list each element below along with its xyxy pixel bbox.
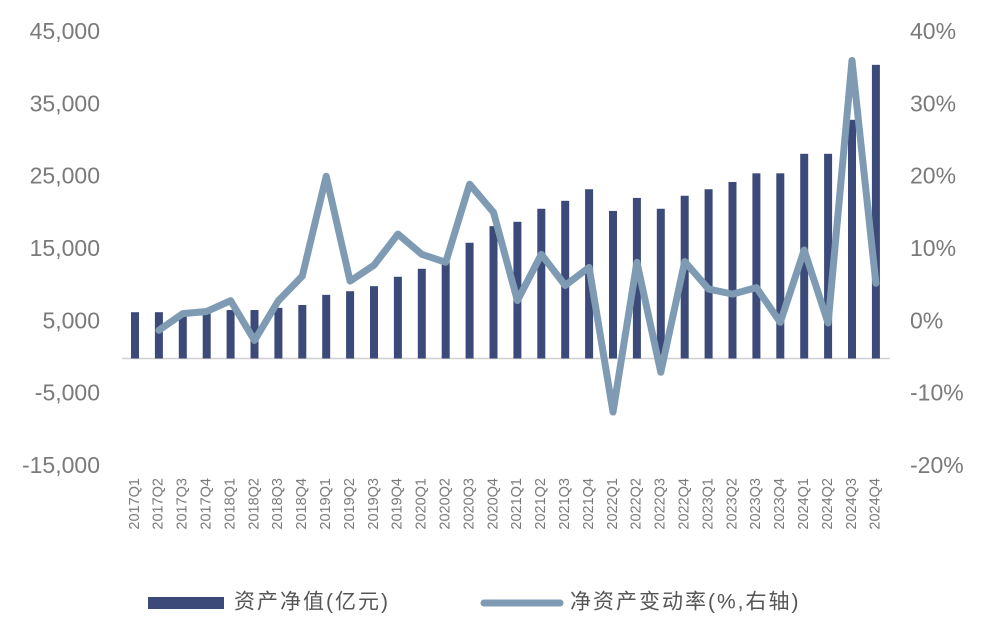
bar [704,189,713,359]
y-tick-label: 35,000 [30,90,100,116]
y-tick-label: 5,000 [42,307,100,333]
x-tick-label: 2022Q2 [629,478,645,530]
line [155,56,880,416]
y2-tick-label: -10% [910,380,964,406]
x-tick-label: 2021Q1 [509,478,525,530]
x-tick-label: 2020Q1 [414,478,430,530]
y2-tick-label: -20% [910,452,964,478]
bar [178,313,187,359]
x-tick-label: 2023Q1 [700,478,716,530]
bar [752,173,761,359]
legend-swatch [148,597,224,609]
bar [441,262,450,359]
y-tick-label: 15,000 [30,235,100,261]
x-tick-label: 2018Q1 [222,478,238,530]
bar [370,286,378,359]
x-tick-label: 2020Q4 [485,478,501,530]
y-tick-label: 45,000 [30,18,100,44]
x-tick-label: 2018Q4 [294,478,310,530]
x-tick-label: 2024Q2 [820,478,836,530]
bar [656,208,665,359]
x-tick-label: 2022Q4 [677,478,693,530]
y2-tick-label: 40% [910,18,956,44]
x-tick-label: 2021Q4 [581,478,597,530]
x-tick-label: 2019Q3 [366,478,382,530]
x-tick-label: 2019Q1 [318,478,334,530]
y2-tick-label: 20% [910,163,956,189]
bar [776,173,785,359]
y-tick-label: -5,000 [35,380,100,406]
x-tick-label: 2024Q1 [796,478,812,530]
x-tick-label: 2017Q2 [151,478,167,530]
x-tick-label: 2022Q1 [605,478,621,530]
bar [346,291,355,359]
legend-label: 净资产变动率(%,右轴) [570,591,801,614]
x-tick-label: 2024Q3 [844,478,860,530]
bar [131,312,139,359]
x-tick-label: 2020Q3 [461,478,477,530]
x-tick-label: 2021Q2 [533,478,549,530]
bar [465,242,474,359]
bar [489,226,498,359]
x-tick-label: 2017Q3 [175,478,191,530]
x-tick-label: 2021Q3 [557,478,573,530]
x-tick-label: 2017Q4 [199,478,215,530]
y-tick-label: 25,000 [30,163,100,189]
x-tick-label: 2024Q4 [868,478,884,530]
bar [298,304,307,359]
x-tick-label: 2023Q2 [724,478,740,530]
x-tick-label: 2019Q2 [342,478,358,530]
x-tick-label: 2023Q3 [748,478,764,530]
x-tick-label: 2022Q3 [653,478,669,530]
bar [728,182,737,359]
x-tick-label: 2023Q4 [772,478,788,530]
y2-tick-label: 10% [910,235,956,261]
bar [154,312,163,359]
y2-tick-label: 0% [910,307,943,333]
x-tick-label: 2018Q2 [246,478,262,530]
x-tick-label: 2017Q1 [127,478,143,530]
bar [848,119,856,359]
bar [824,153,833,359]
x-tick-label: 2019Q4 [390,478,406,530]
bar [322,294,331,359]
x-tick-label: 2020Q2 [438,478,454,530]
bar [537,208,546,359]
bar [393,276,402,359]
bar [274,307,283,359]
bar [561,200,570,359]
bar [871,64,880,359]
bar [609,210,617,359]
y2-tick-label: 30% [910,90,956,116]
bar [202,312,211,359]
bar [226,310,235,359]
y-tick-label: -15,000 [22,452,100,478]
bar [417,268,426,359]
legend-label: 资产净值(亿元) [234,591,390,614]
x-tick-label: 2018Q3 [270,478,286,530]
